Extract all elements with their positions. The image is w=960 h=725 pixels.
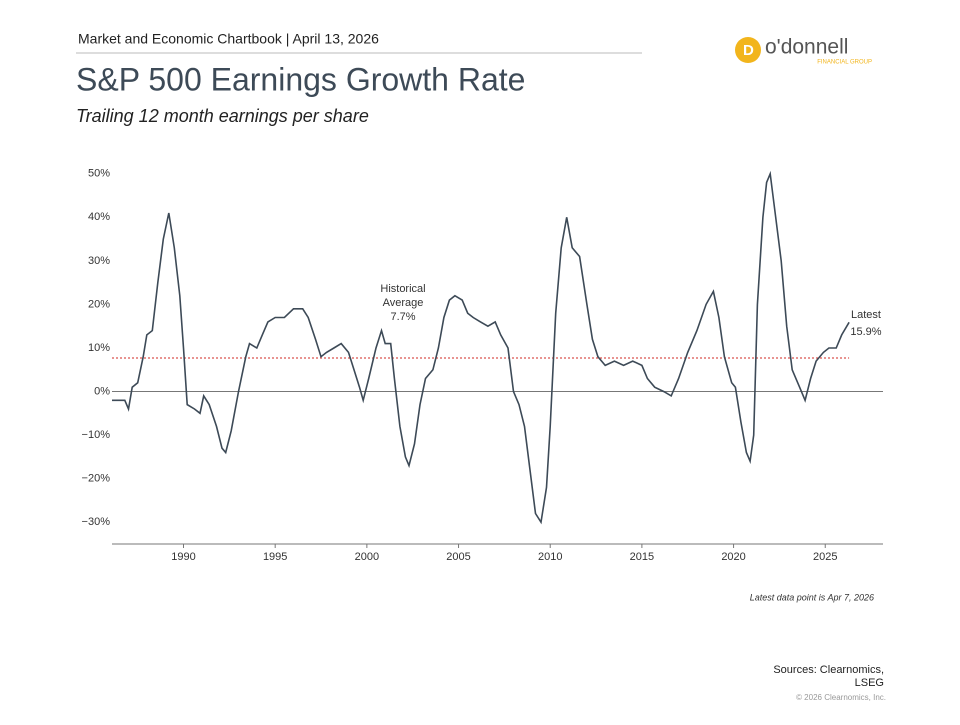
latest-text: Latest <box>851 309 881 321</box>
x-tick-label: 2025 <box>813 551 837 563</box>
logo-mark <box>735 37 761 63</box>
x-tick-label: 2020 <box>721 551 745 563</box>
logo: o'donnell <box>765 36 848 59</box>
sources: LSEG <box>855 677 884 689</box>
y-tick-label: 50% <box>88 168 110 180</box>
logo-sub: FINANCIAL GROUP <box>817 60 872 66</box>
average-label: 7.7% <box>390 311 415 323</box>
y-tick-label: 40% <box>88 211 110 223</box>
y-tick-label: −10% <box>82 429 111 441</box>
x-tick-label: 2000 <box>355 551 379 563</box>
y-tick-label: −30% <box>82 516 111 528</box>
kicker: Market and Economic Chartbook | April 13… <box>78 31 379 47</box>
copyright: © 2026 Clearnomics, Inc. <box>796 693 886 702</box>
note: Latest data point is Apr 7, 2026 <box>750 592 874 602</box>
average-text: Average <box>383 297 424 309</box>
latest-label: 15.9% <box>850 326 881 338</box>
x-tick-label: 2015 <box>630 551 654 563</box>
x-tick-label: 2010 <box>538 551 562 563</box>
y-tick-label: −20% <box>82 473 111 485</box>
sources: Sources: Clearnomics, <box>773 664 884 676</box>
chart-title: S&P 500 Earnings Growth Rate <box>76 61 525 97</box>
average-text: Historical <box>380 283 425 295</box>
x-tick-label: 1990 <box>171 551 195 563</box>
y-tick-label: 0% <box>94 385 110 397</box>
y-tick-label: 20% <box>88 298 110 310</box>
x-tick-label: 2005 <box>446 551 470 563</box>
y-tick-label: 10% <box>88 342 110 354</box>
series-line <box>112 170 850 525</box>
logo-letter: D <box>743 42 754 59</box>
x-tick-label: 1995 <box>263 551 287 563</box>
y-tick-label: 30% <box>88 255 110 267</box>
chart-subtitle: Trailing 12 month earnings per share <box>76 106 369 126</box>
